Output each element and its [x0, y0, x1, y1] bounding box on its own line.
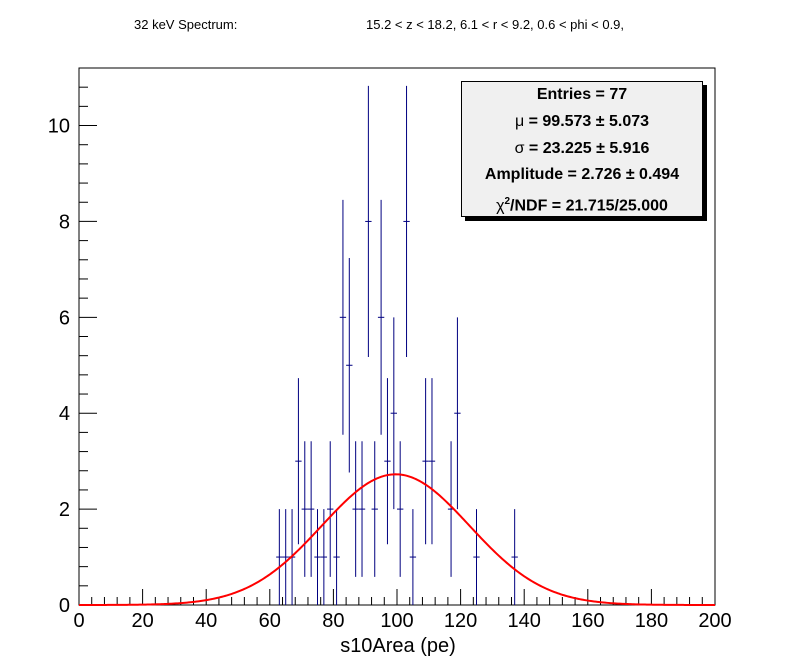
data-points — [276, 85, 518, 605]
y-axis: 0 2 4 6 8 10 — [48, 86, 97, 617]
y-tick-label: 8 — [59, 211, 70, 233]
chart-title-left: 32 keV Spectrum: — [134, 17, 238, 32]
data-point — [511, 509, 518, 605]
data-point — [276, 509, 283, 605]
x-axis-label: s10Area (pe) — [340, 635, 456, 657]
x-tick-label: 0 — [73, 610, 84, 632]
data-point — [428, 378, 436, 545]
x-tick-label: 40 — [195, 610, 217, 632]
data-point — [333, 509, 340, 605]
x-axis: 0 20 40 60 80 100 120 140 160 180 200 — [73, 589, 732, 632]
stats-amplitude: Amplitude = 2.726 ± 0.494 — [484, 166, 680, 184]
data-point — [301, 441, 308, 577]
data-point — [339, 199, 347, 435]
x-tick-label: 80 — [322, 610, 344, 632]
data-point — [384, 378, 391, 545]
stats-mu: μ = 99.573 ± 5.073 — [462, 109, 702, 136]
data-point — [295, 378, 302, 545]
mu-symbol: μ — [514, 112, 525, 130]
data-point — [365, 85, 372, 358]
data-point — [409, 509, 417, 605]
stats-box: Entries = 77 μ = 99.573 ± 5.073 σ = 23.2… — [461, 81, 703, 217]
data-point — [320, 509, 328, 605]
y-tick-label: 6 — [59, 307, 70, 329]
data-point — [314, 509, 321, 605]
stats-chi2: χ2/NDF = 21.715/25.000 — [462, 189, 702, 216]
data-point — [403, 85, 410, 358]
data-point — [327, 441, 334, 577]
x-tick-label: 200 — [698, 610, 731, 632]
data-point — [454, 317, 461, 510]
x-tick-label: 180 — [635, 610, 668, 632]
data-point — [282, 509, 289, 605]
data-point — [307, 441, 315, 577]
sigma-symbol: σ — [514, 139, 525, 157]
x-tick-label: 140 — [508, 610, 541, 632]
chi-superscript: 2 — [504, 196, 511, 208]
data-point — [358, 441, 366, 577]
y-tick-label: 2 — [59, 499, 70, 521]
data-point — [371, 441, 378, 577]
chi-value: /NDF = 21.715/25.000 — [510, 197, 668, 215]
gaussian-fit-curve — [79, 473, 715, 606]
chart-title-right: 15.2 < z < 18.2, 6.1 < r < 9.2, 0.6 < ph… — [366, 17, 625, 32]
mu-value: = 99.573 ± 5.073 — [524, 112, 650, 130]
chi-symbol: χ — [496, 197, 505, 215]
y-tick-label: 0 — [59, 595, 70, 617]
data-point — [377, 199, 385, 435]
stats-sigma: σ = 23.225 ± 5.916 — [462, 136, 702, 163]
y-tick-label: 4 — [59, 403, 70, 425]
y-tick-label: 10 — [48, 116, 70, 138]
data-point — [346, 258, 353, 473]
x-tick-label: 160 — [571, 610, 604, 632]
x-tick-label: 60 — [259, 610, 281, 632]
stats-entries: Entries = 77 — [536, 86, 628, 103]
data-point — [397, 441, 404, 577]
sigma-value: = 23.225 ± 5.916 — [524, 139, 650, 157]
x-tick-label: 100 — [380, 610, 413, 632]
data-point — [473, 509, 480, 605]
x-tick-label: 20 — [131, 610, 153, 632]
data-point — [390, 317, 397, 510]
data-point — [422, 378, 429, 545]
data-point — [352, 441, 359, 577]
x-tick-label: 120 — [444, 610, 477, 632]
